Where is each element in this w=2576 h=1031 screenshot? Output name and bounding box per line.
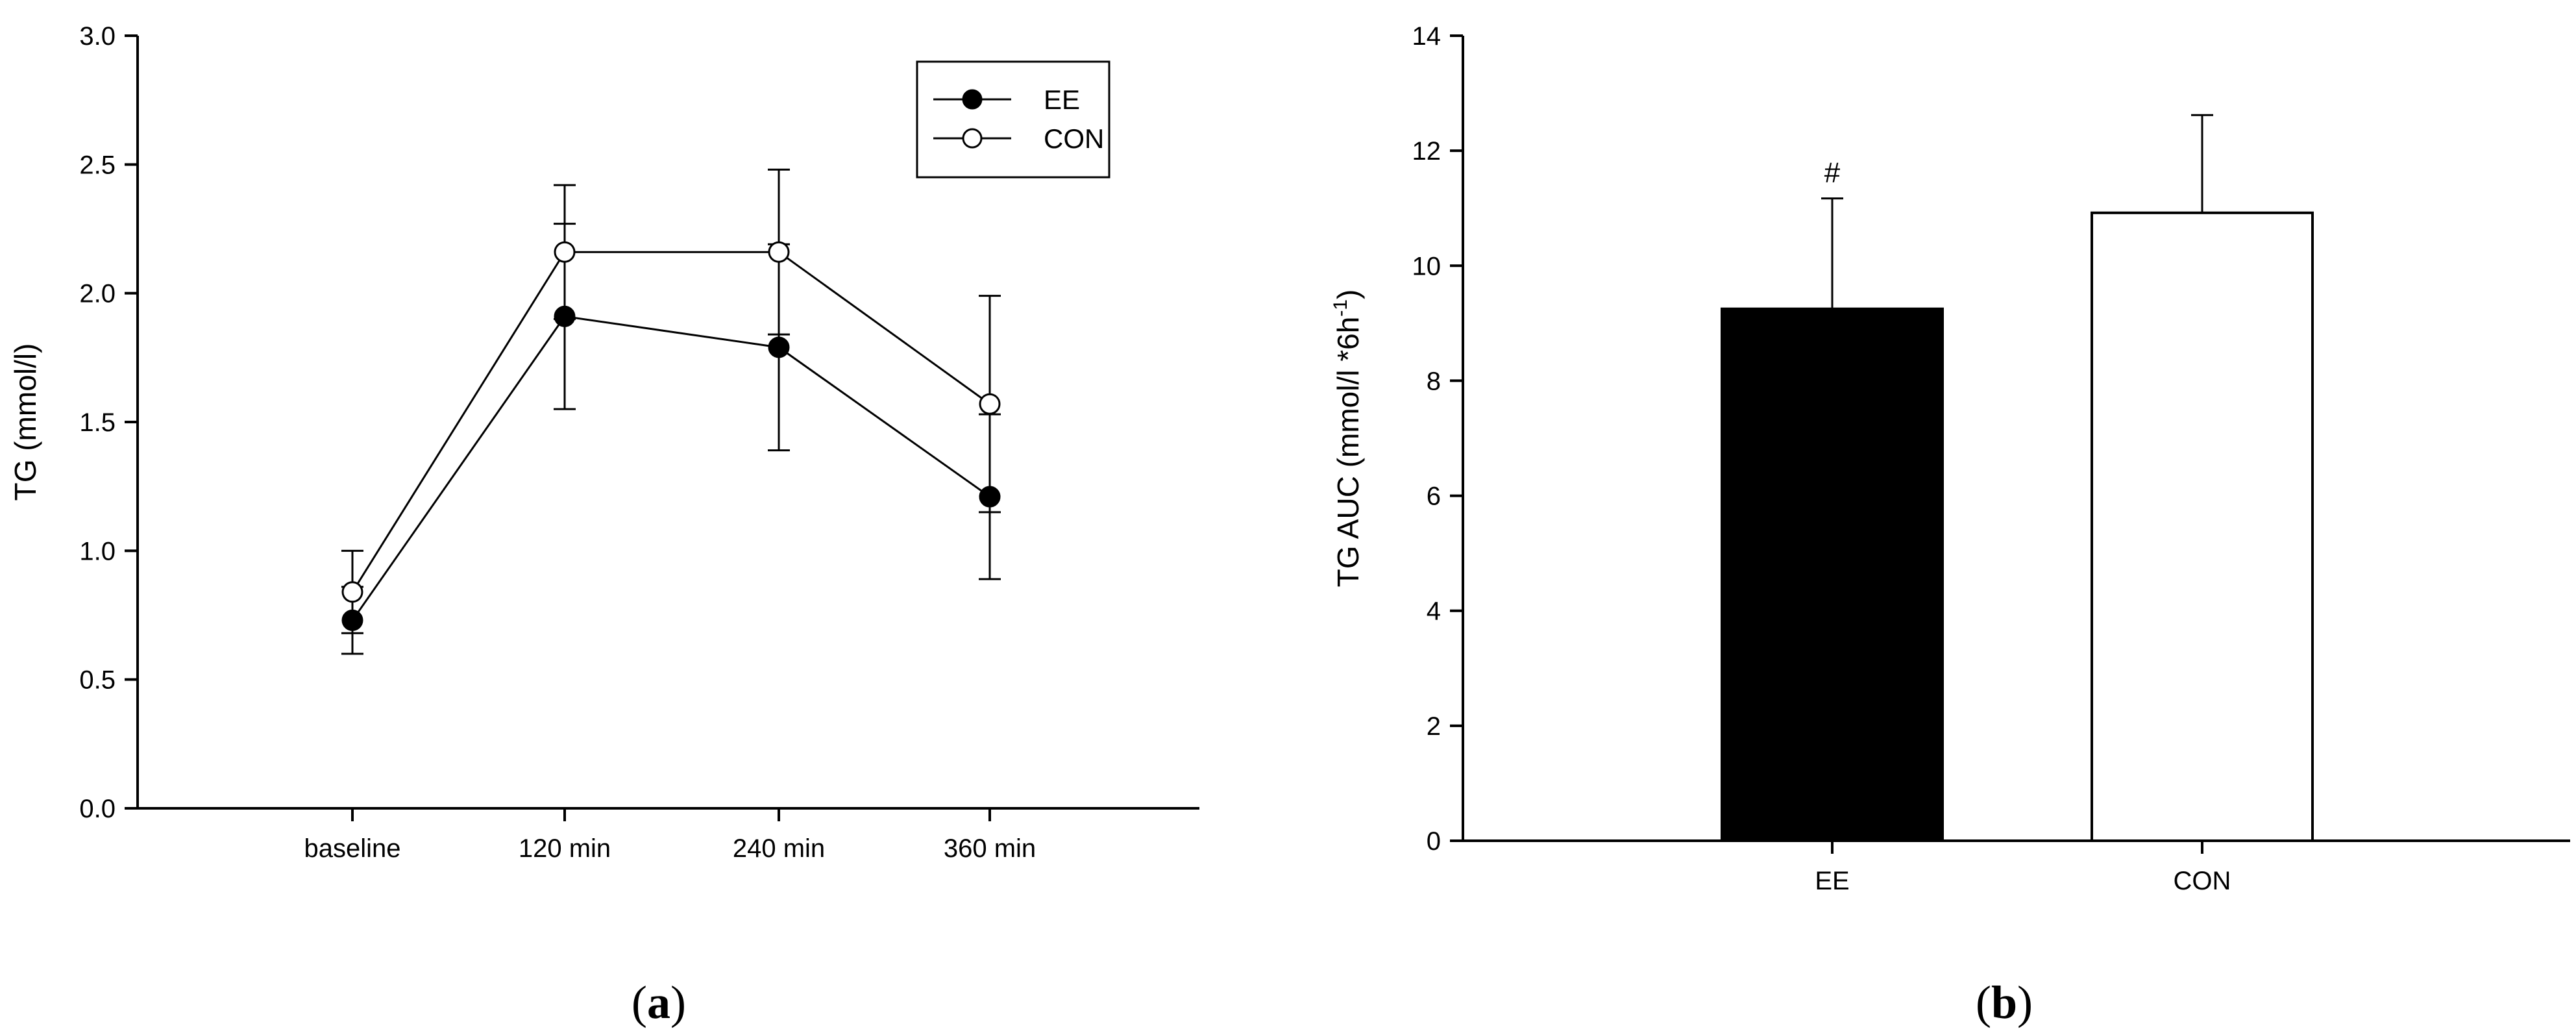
panel-a-y-axis: 0.0 0.5 1.0 1.5 2.0 2.5 3.0 [79,22,138,823]
data-point-ee [554,305,576,327]
significance-marker: # [1824,157,1841,189]
legend-label-ee: EE [1044,84,1080,115]
data-point-con [768,241,790,263]
panel-a-x-axis: baseline 120 min 240 min 360 min [304,808,1036,863]
panel-b-x-axis: EE CON [1815,841,2231,895]
panel-b-y-axis-title-sup: -1 [1330,299,1351,317]
data-point-con [341,581,363,603]
y-tick-label: 4 [1427,597,1441,626]
panel-b-y-axis-title-main: TG AUC (mmol/l *6h [1331,317,1365,588]
y-tick-label: 0 [1427,827,1441,856]
legend-box [916,60,1110,179]
data-point-ee [341,609,363,631]
x-tick-label: baseline [304,834,400,863]
panel-label-b-close: ) [2017,976,2033,1028]
y-tick-label: 10 [1412,252,1441,280]
panel-a-legend: EE CON [916,60,1110,179]
panel-b-y-axis: 0 2 4 6 8 10 12 14 [1412,22,1463,856]
y-tick-label: 1.5 [79,408,116,437]
panel-b-bar-chart: 0 2 4 6 8 10 12 14 EE CON # TG AUC (mmol/l *6h-1… [1330,22,2570,1028]
y-tick-label: 2.0 [79,280,116,308]
legend-label-con: CON [1044,123,1104,154]
data-point-ee [768,336,790,358]
y-tick-label: 8 [1427,367,1441,395]
panel-label-b: (b) [1976,976,2033,1028]
bar-ee [1721,307,1944,842]
x-tick-label: 120 min [519,834,611,863]
panel-label-b-open: ( [1976,976,1991,1028]
y-tick-label: 2 [1427,712,1441,741]
panel-b-y-axis-title-close: ) [1331,290,1365,299]
series-line-ee [351,315,990,621]
x-tick-label: CON [2174,867,2231,895]
panel-a-y-axis-title: TG (mmol/l) [8,343,42,501]
data-point-ee [979,486,1001,508]
panel-label-b-letter: b [1991,976,2017,1028]
x-tick-label: EE [1815,867,1849,895]
data-point-con [554,241,576,263]
panel-b-bars [1721,211,2314,842]
y-tick-label: 12 [1412,137,1441,166]
panel-a-line-chart: 0.0 0.5 1.0 1.5 2.0 2.5 3.0 baseline 120 min 240… [8,22,1199,1028]
panel-label-a-close: ) [670,976,686,1028]
y-tick-label: 0.5 [79,666,116,695]
series-line-con [351,251,990,593]
x-tick-label: 240 min [733,834,825,863]
y-tick-label: 0.0 [79,795,116,823]
panel-b-annotations: # [1824,157,1841,189]
bar-con [2091,211,2314,842]
legend-marker-con [962,128,983,149]
y-tick-label: 3.0 [79,22,116,51]
y-tick-label: 14 [1412,22,1441,51]
panel-label-a-letter: a [647,976,670,1028]
panel-label-a: (a) [632,976,686,1028]
panel-b-y-axis-title: TG AUC (mmol/l *6h-1) [1330,290,1365,588]
data-point-con [979,393,1001,415]
y-tick-label: 2.5 [79,151,116,179]
panel-a-series-lines [351,251,990,621]
legend-marker-ee [962,89,983,110]
panel-b-error-bars [1821,114,2213,309]
panel-a-points [341,241,1001,631]
panel-label-a-open: ( [632,976,647,1028]
y-tick-label: 6 [1427,482,1441,511]
panel-a-error-bars [341,168,1001,655]
y-tick-label: 1.0 [79,537,116,565]
x-tick-label: 360 min [944,834,1036,863]
